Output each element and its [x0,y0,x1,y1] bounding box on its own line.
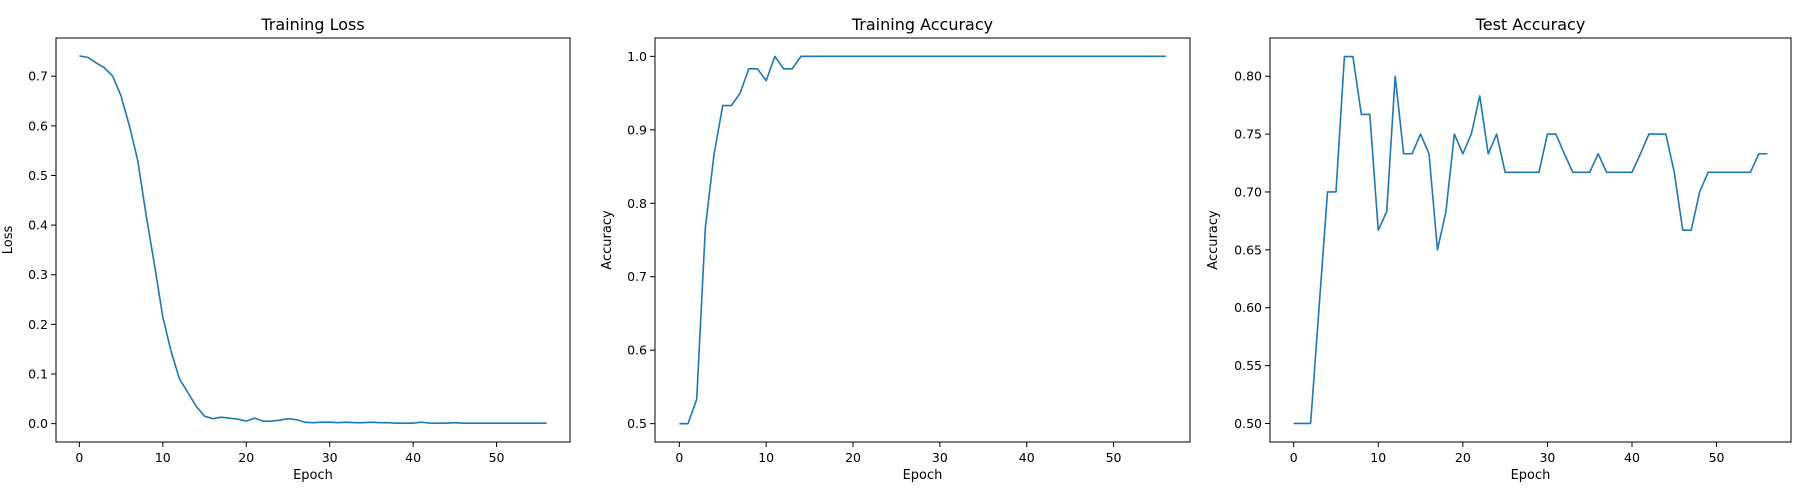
y-tick-label: 0.3 [28,267,48,282]
y-axis-label: Loss [1,226,16,255]
axes-frame [55,37,571,443]
x-axis-label: Epoch [1511,468,1551,483]
x-tick-label: 0 [1290,450,1298,465]
x-axis-label: Epoch [293,468,333,483]
x-tick-label: 50 [1106,450,1122,465]
axes-frame [1269,37,1792,443]
y-axis-label: Accuracy [600,210,615,270]
x-tick-label: 50 [489,450,505,465]
x-tick-label: 10 [155,450,171,465]
x-tick-label: 30 [932,450,948,465]
y-tick-label: 0.7 [28,69,48,84]
y-tick-label: 0.80 [1234,69,1262,84]
chart-title: Training Accuracy [851,15,993,34]
y-tick-label: 0.75 [1234,127,1262,142]
series-line [79,55,547,424]
y-tick-label: 0.6 [28,118,48,133]
x-tick-label: 0 [675,450,683,465]
y-tick-label: 0.60 [1234,300,1262,315]
x-tick-label: 30 [1539,450,1555,465]
x-tick-label: 10 [758,450,774,465]
chart-panel-0: 0 10 20 30 40 50 0.0 0.1 0.2 0.3 0.4 0.5 0.6 0.7 Train… [1,15,571,483]
y-tick-label: 0.1 [28,367,48,382]
axes-frame [654,37,1191,443]
x-tick-label: 30 [322,450,338,465]
x-tick-label: 40 [1624,450,1640,465]
x-tick-label: 40 [1019,450,1035,465]
series-line [679,55,1166,425]
y-tick-label: 0.5 [627,416,647,431]
y-tick-label: 0.65 [1234,242,1262,257]
x-tick-label: 0 [75,450,83,465]
y-axis-label: Accuracy [1206,210,1221,270]
y-tick-label: 0.9 [627,122,647,137]
x-tick-label: 10 [1370,450,1386,465]
x-tick-label: 20 [845,450,861,465]
series-line [1293,55,1768,425]
x-tick-label: 20 [238,450,254,465]
chart-title: Training Loss [260,15,364,34]
y-tick-label: 0.7 [627,269,647,284]
y-tick-label: 0.70 [1234,184,1262,199]
y-tick-label: 0.8 [627,196,647,211]
x-axis-label: Epoch [903,468,943,483]
y-tick-label: 0.6 [627,343,647,358]
chart-title: Test Accuracy [1475,15,1586,34]
x-tick-label: 20 [1455,450,1471,465]
x-tick-label: 50 [1709,450,1725,465]
x-tick-label: 40 [405,450,421,465]
chart-panel-2: 0 10 20 30 40 50 0.50 0.55 0.60 0.65 0.70 0.75 0.80 T… [1206,15,1792,483]
chart-panel-1: 0 10 20 30 40 50 0.5 0.6 0.7 0.8 0.9 1.0 Training Ac… [600,15,1191,483]
y-tick-label: 0.4 [28,218,48,233]
y-tick-label: 0.50 [1234,416,1262,431]
y-tick-label: 0.55 [1234,358,1262,373]
y-tick-label: 0.5 [28,168,48,183]
y-tick-label: 0.2 [28,317,48,332]
y-tick-label: 1.0 [627,49,647,64]
y-tick-label: 0.0 [28,416,48,431]
